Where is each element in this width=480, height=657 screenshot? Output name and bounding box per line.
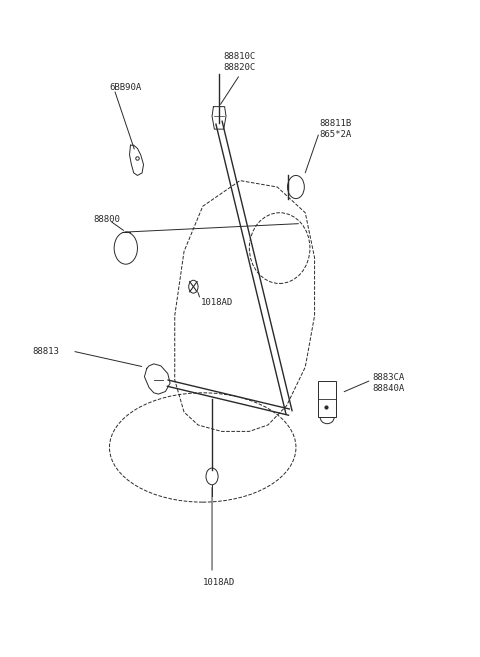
Text: 88800: 88800 bbox=[93, 215, 120, 223]
Text: 1018AD: 1018AD bbox=[203, 578, 235, 587]
Text: 88810C
88820C: 88810C 88820C bbox=[224, 51, 256, 72]
Text: 88811B
865*2A: 88811B 865*2A bbox=[319, 119, 351, 139]
Text: 8883CA
88840A: 8883CA 88840A bbox=[373, 373, 405, 393]
Text: 1018AD: 1018AD bbox=[200, 298, 233, 307]
Text: 6BB90A: 6BB90A bbox=[109, 83, 142, 92]
Text: 88813: 88813 bbox=[33, 346, 60, 355]
Bar bbox=[318, 381, 336, 417]
